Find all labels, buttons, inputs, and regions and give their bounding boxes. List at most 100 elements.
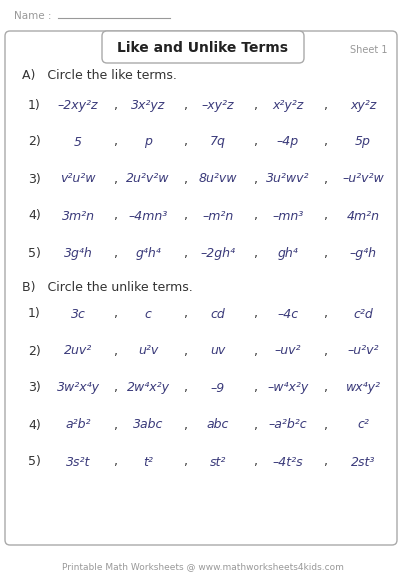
Text: –u²v²: –u²v² (346, 344, 378, 358)
Text: 3s²t: 3s²t (66, 456, 90, 468)
Text: 4m²n: 4m²n (345, 210, 379, 222)
Text: 5): 5) (28, 247, 41, 260)
Text: c²d: c²d (352, 308, 372, 320)
Text: 2st³: 2st³ (350, 456, 374, 468)
Text: x²y²z: x²y²z (272, 98, 303, 112)
Text: wx⁴y²: wx⁴y² (345, 381, 379, 395)
Text: –g⁴h: –g⁴h (349, 247, 375, 260)
Text: 3w²x⁴y: 3w²x⁴y (56, 381, 99, 395)
Text: –4t²s: –4t²s (272, 456, 303, 468)
Text: 3): 3) (28, 172, 40, 185)
Text: ,: , (254, 381, 257, 395)
FancyBboxPatch shape (5, 31, 396, 545)
Text: ,: , (323, 247, 327, 260)
Text: ,: , (323, 381, 327, 395)
Text: u²v: u²v (138, 344, 158, 358)
Text: –uv²: –uv² (274, 344, 301, 358)
Text: ,: , (254, 135, 257, 149)
Text: 1): 1) (28, 98, 40, 112)
Text: Sheet 1: Sheet 1 (350, 45, 387, 55)
Text: ,: , (114, 381, 118, 395)
Text: 2uv²: 2uv² (64, 344, 92, 358)
Text: 3g⁴h: 3g⁴h (64, 247, 92, 260)
Text: ,: , (323, 172, 327, 185)
Text: uv: uv (210, 344, 225, 358)
Text: c: c (144, 308, 151, 320)
Text: ,: , (323, 135, 327, 149)
Text: –w⁴x²y: –w⁴x²y (267, 381, 308, 395)
Text: a²b²: a²b² (65, 419, 91, 431)
Text: 3): 3) (28, 381, 40, 395)
Text: cd: cd (210, 308, 225, 320)
Text: 2): 2) (28, 135, 40, 149)
Text: –u²v²w: –u²v²w (341, 172, 383, 185)
Text: 4): 4) (28, 210, 40, 222)
Text: 5p: 5p (354, 135, 370, 149)
Text: st²: st² (209, 456, 226, 468)
Text: ,: , (254, 172, 257, 185)
Text: 3u²wv²: 3u²wv² (266, 172, 309, 185)
Text: g⁴h⁴: g⁴h⁴ (135, 247, 160, 260)
Text: abc: abc (206, 419, 229, 431)
Text: –a²b²c: –a²b²c (268, 419, 307, 431)
Text: p: p (144, 135, 151, 149)
Text: ,: , (183, 381, 188, 395)
Text: ,: , (114, 247, 118, 260)
Text: 3m²n: 3m²n (61, 210, 94, 222)
Text: Printable Math Worksheets @ www.mathworksheets4kids.com: Printable Math Worksheets @ www.mathwork… (62, 563, 343, 571)
Text: ,: , (183, 419, 188, 431)
Text: ,: , (254, 98, 257, 112)
Text: ,: , (323, 98, 327, 112)
Text: 2w⁴x²y: 2w⁴x²y (126, 381, 169, 395)
Text: ,: , (114, 456, 118, 468)
Text: ,: , (323, 419, 327, 431)
Text: ,: , (183, 344, 188, 358)
Text: 4): 4) (28, 419, 40, 431)
Text: ,: , (183, 98, 188, 112)
Text: ,: , (254, 308, 257, 320)
Text: ,: , (114, 172, 118, 185)
Text: Name :: Name : (14, 11, 55, 21)
Text: 3x²yz: 3x²yz (130, 98, 165, 112)
Text: –9: –9 (210, 381, 224, 395)
Text: –4p: –4p (276, 135, 298, 149)
Text: ,: , (254, 210, 257, 222)
Text: xy²z: xy²z (349, 98, 375, 112)
Text: ,: , (114, 308, 118, 320)
Text: t²: t² (143, 456, 153, 468)
Text: 5): 5) (28, 456, 41, 468)
Text: 2u²v²w: 2u²v²w (126, 172, 169, 185)
Text: ,: , (323, 308, 327, 320)
Text: –m²n: –m²n (202, 210, 233, 222)
Text: c²: c² (356, 419, 368, 431)
Text: ,: , (183, 456, 188, 468)
Text: –2gh⁴: –2gh⁴ (200, 247, 235, 260)
Text: ,: , (183, 172, 188, 185)
Text: ,: , (183, 247, 188, 260)
Text: –4mn³: –4mn³ (128, 210, 167, 222)
Text: 3abc: 3abc (132, 419, 163, 431)
Text: ,: , (114, 135, 118, 149)
Text: ,: , (323, 344, 327, 358)
Text: 5: 5 (74, 135, 82, 149)
Text: ,: , (254, 247, 257, 260)
Text: 2): 2) (28, 344, 40, 358)
Text: ,: , (114, 210, 118, 222)
Text: –mn³: –mn³ (272, 210, 303, 222)
Text: ,: , (114, 419, 118, 431)
Text: Like and Unlike Terms: Like and Unlike Terms (117, 41, 288, 55)
Text: –4c: –4c (277, 308, 298, 320)
Text: gh⁴: gh⁴ (277, 247, 298, 260)
Text: ,: , (114, 98, 118, 112)
Text: 1): 1) (28, 308, 40, 320)
Text: –xy²z: –xy²z (201, 98, 234, 112)
Text: –2xy²z: –2xy²z (58, 98, 98, 112)
Text: B)   Circle the unlike terms.: B) Circle the unlike terms. (22, 282, 192, 294)
Text: ,: , (323, 456, 327, 468)
Text: 7q: 7q (209, 135, 225, 149)
Text: ,: , (254, 344, 257, 358)
Text: ,: , (183, 210, 188, 222)
Text: 3c: 3c (70, 308, 85, 320)
Text: 8u²vw: 8u²vw (198, 172, 237, 185)
Text: ,: , (183, 308, 188, 320)
